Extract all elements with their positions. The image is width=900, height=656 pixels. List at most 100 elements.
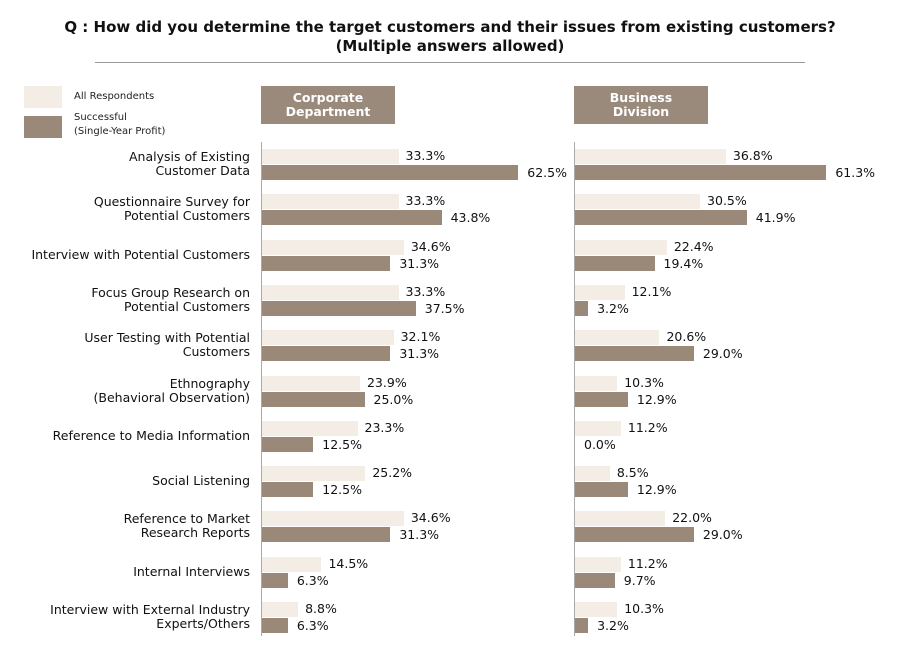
data-label: 3.2% [597, 618, 629, 633]
data-label: 33.3% [405, 283, 446, 299]
data-label: 62.5% [527, 165, 567, 180]
data-label: 12.9% [636, 391, 677, 407]
bar-all [262, 556, 322, 572]
data-label: 10.3% [624, 601, 664, 616]
panel-axis [574, 142, 575, 636]
data-label: 36.8% [732, 148, 773, 163]
category-label: Social Listening [152, 473, 250, 489]
bar-successful [262, 391, 365, 407]
bar-successful [575, 527, 694, 543]
bar-all [262, 375, 360, 391]
bar-all [575, 602, 618, 617]
data-label: 10.3% [624, 374, 664, 390]
data-label: 14.5% [328, 555, 369, 571]
bar-successful [575, 618, 589, 633]
category-label: Interview with Potential Customers [31, 246, 250, 262]
legend-label-all: All Respondents [74, 91, 155, 102]
panel-axis [261, 142, 262, 636]
bar-all [262, 239, 404, 255]
data-label: 0.0% [584, 436, 616, 452]
data-label: 12.1% [631, 283, 672, 299]
data-label: 61.3% [835, 165, 876, 180]
bar-all [262, 420, 358, 436]
category-label: Questionnaire Survey for Potential Custo… [93, 194, 250, 224]
bar-successful [575, 391, 628, 407]
data-label: 25.0% [373, 391, 414, 407]
title-divider [95, 62, 805, 63]
bar-all [575, 149, 726, 164]
data-label: 31.3% [399, 346, 440, 362]
category-label: User Testing with Potential Customers [84, 330, 250, 360]
data-label: 12.5% [322, 482, 362, 498]
data-label: 41.9% [755, 210, 796, 226]
data-label: 8.8% [305, 601, 337, 616]
category-label: Focus Group Research on Potential Custom… [91, 284, 250, 314]
data-label: 11.2% [627, 555, 668, 571]
chart-subtitle: (Multiple answers allowed) [335, 37, 565, 55]
bar-all [262, 511, 404, 527]
data-label: 29.0% [702, 346, 743, 362]
category-label: Interview with External Industry Experts… [50, 602, 250, 631]
data-label: 19.4% [663, 255, 704, 271]
chart-title: Q : How did you determine the target cus… [64, 18, 836, 36]
data-label: 6.3% [296, 572, 329, 588]
data-label: 43.8% [450, 210, 491, 226]
bar-successful [262, 436, 314, 452]
legend-label-successful: Successful (Single-Year Profit) [74, 112, 166, 137]
bar-all [575, 420, 621, 436]
bar-all [575, 556, 621, 572]
data-label: 33.3% [405, 148, 446, 163]
data-label: 8.5% [616, 465, 649, 481]
bar-all [575, 466, 610, 482]
bar-successful [262, 210, 442, 226]
data-label: 23.9% [366, 374, 407, 390]
bar-successful [262, 618, 288, 633]
category-label: Analysis of Existing Customer Data [128, 149, 250, 178]
bar-successful [575, 165, 827, 180]
data-label: 23.3% [364, 419, 405, 435]
bar-successful [262, 527, 391, 543]
bar-successful [262, 165, 519, 180]
bar-all [575, 375, 618, 391]
bar-all [575, 330, 660, 346]
legend-swatch-all [24, 86, 62, 108]
bar-all [262, 330, 394, 346]
bar-all [262, 466, 366, 482]
data-label: 32.1% [400, 329, 441, 345]
data-label: 30.5% [707, 193, 747, 209]
data-label: 11.2% [627, 419, 668, 435]
bar-successful [262, 482, 314, 498]
data-label: 33.3% [405, 193, 446, 209]
bar-all [262, 284, 399, 300]
legend-swatch-successful [24, 116, 62, 138]
bar-all [262, 602, 299, 617]
data-label: 34.6% [410, 238, 451, 254]
bar-successful [575, 572, 615, 588]
bar-all [262, 149, 399, 164]
bar-successful [575, 255, 655, 271]
data-label: 31.3% [399, 527, 440, 543]
data-label: 22.4% [673, 238, 714, 254]
bar-all [575, 194, 701, 210]
bar-all [575, 239, 667, 255]
category-label: Reference to Market Research Reports [123, 511, 250, 541]
category-label: Internal Interviews [133, 563, 250, 579]
data-label: 37.5% [424, 300, 465, 316]
bar-successful [575, 482, 628, 498]
data-label: 31.3% [399, 255, 440, 271]
data-label: 6.3% [296, 618, 329, 633]
bar-all [262, 194, 399, 210]
data-label: 9.7% [623, 572, 656, 588]
data-label: 34.6% [410, 510, 451, 526]
bar-successful [262, 300, 416, 316]
bar-successful [575, 346, 694, 362]
bar-all [575, 284, 625, 300]
category-label: Ethnography (Behavioral Observation) [93, 375, 250, 405]
data-label: 20.6% [666, 329, 707, 345]
data-label: 12.5% [322, 436, 362, 452]
data-label: 29.0% [702, 527, 743, 543]
bar-all [575, 511, 666, 527]
category-label: Reference to Media Information [52, 427, 250, 443]
data-label: 22.0% [672, 510, 712, 526]
